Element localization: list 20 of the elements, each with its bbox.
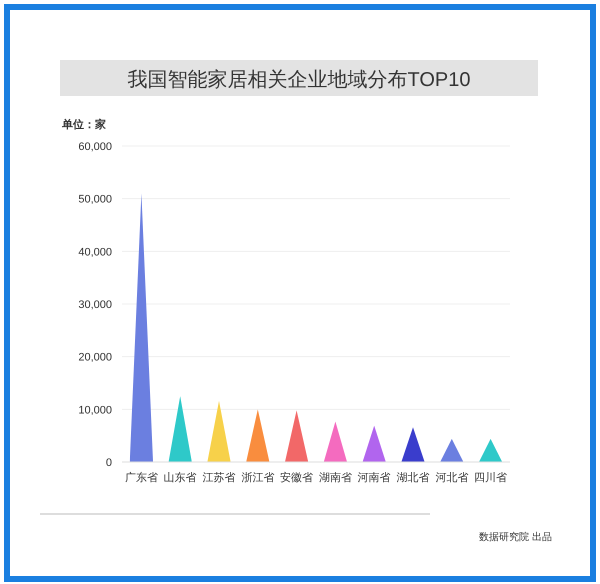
x-tick-label: 河南省 [358,471,391,484]
chart-title: 我国智能家居相关企业地域分布TOP10 [128,69,470,91]
x-tick-label: 安徽省 [280,471,314,484]
y-tick-label: 40,000 [78,246,112,258]
text: 数据研究院 出品 [479,531,552,543]
y-axis-title: 单位：家 [61,118,106,131]
x-tick-label: 山东省 [164,471,197,484]
y-tick-label: 0 [106,457,112,469]
x-tick-label: 湖北省 [396,471,430,484]
y-tick-label: 50,000 [78,194,112,206]
x-tick-label: 湖南省 [318,471,352,484]
x-tick-label: 河北省 [435,471,468,484]
x-tick-label: 江苏省 [202,471,236,484]
x-tick-label: 浙江省 [241,471,274,484]
y-tick-label: 60,000 [78,141,112,153]
y-tick-label: 10,000 [78,404,112,416]
y-tick-label: 20,000 [78,352,112,364]
y-tick-label: 30,000 [78,299,112,311]
x-tick-label: 广东省 [124,471,158,484]
x-tick-label: 四川省 [474,471,508,484]
